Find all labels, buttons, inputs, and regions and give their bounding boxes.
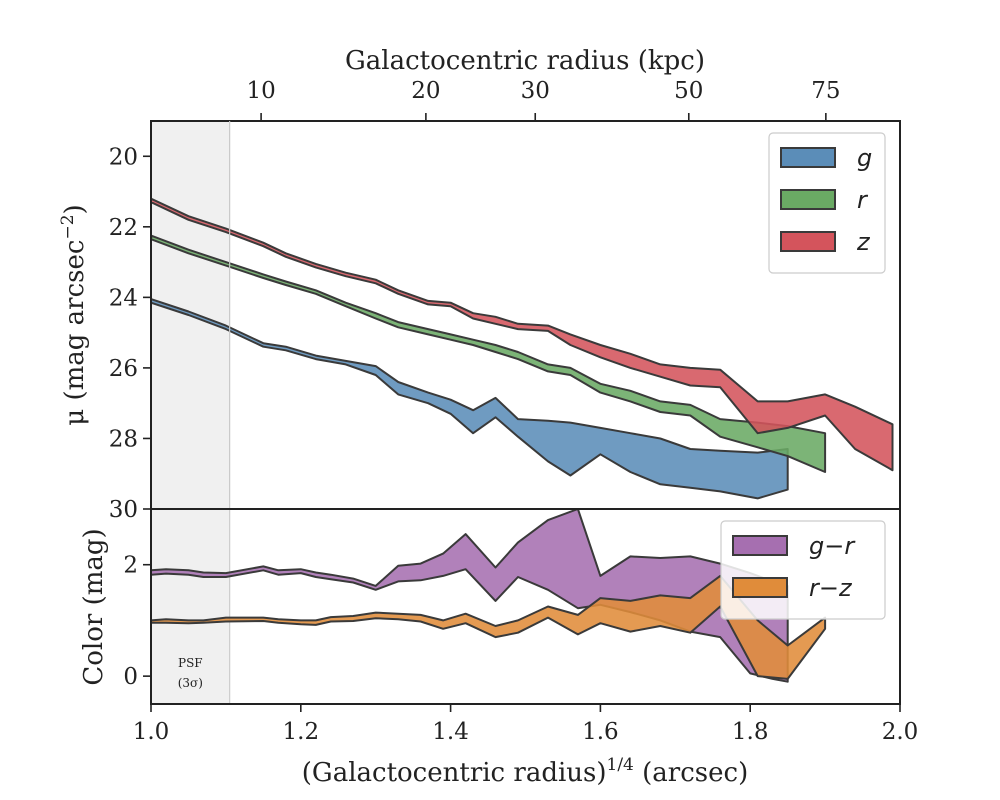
legend-swatch: [780, 189, 836, 210]
bottom-x-tick-label: 1.2: [283, 719, 320, 745]
top-y-tick-label: 20: [109, 144, 138, 170]
bottom-x-axis-label-exponent: 1/4: [607, 755, 634, 775]
legend-swatch: [780, 231, 836, 252]
legend-swatch: [780, 147, 836, 168]
legend-label: r−z: [809, 574, 853, 602]
top-y-tick-label: 28: [109, 426, 138, 452]
top-x-axis-label: Galactocentric radius (kpc): [345, 46, 705, 76]
bottom-x-tick-label: 1.8: [732, 719, 769, 745]
bottom-y-axis-label: Color (mag): [79, 528, 109, 685]
color-panel: 02 1.0 1.2 1.4 1.6 1.8 2.0 g−rr−z: [123, 508, 919, 745]
legend-label: r: [857, 186, 869, 214]
bottom-legend: g−r r−z: [720, 520, 886, 620]
bottom-y-ticks: 02: [123, 553, 151, 690]
legend-swatch: [732, 577, 788, 598]
legend-label: z: [856, 228, 871, 256]
color-areas: [151, 509, 827, 683]
legend-label: g: [857, 144, 872, 172]
top-x-tick-label: 10: [246, 78, 275, 104]
top-y-axis-label-main: μ (mag arcsec: [60, 240, 90, 426]
bottom-x-axis-label-main: (Galactocentric radius): [302, 758, 607, 788]
top-y-axis-label-close: ): [60, 204, 90, 214]
bottom-x-ticks: 1.0 1.2 1.4 1.6 1.8 2.0: [133, 704, 919, 745]
top-y-tick-label: 24: [109, 285, 138, 311]
legend-swatch: [732, 535, 788, 556]
surface-brightness-band-r: [151, 234, 827, 473]
psf-sigma-label: (3σ): [178, 676, 203, 690]
bottom-panel-frame: [150, 508, 901, 705]
surface-brightness-areas: [151, 197, 894, 500]
top-y-axis-label-exponent: −2: [58, 214, 78, 239]
top-x-tick-label: 50: [674, 78, 703, 104]
top-x-tick-label: 75: [811, 78, 840, 104]
bottom-x-tick-label: 1.6: [582, 719, 619, 745]
bottom-x-tick-label: 1.0: [133, 719, 170, 745]
bottom-y-tick-label: 2: [123, 553, 138, 579]
psf-region-bottom: [151, 509, 230, 704]
top-y-tick-label: 22: [109, 215, 138, 241]
bottom-x-tick-label: 2.0: [882, 719, 919, 745]
top-x-tick-label: 30: [521, 78, 550, 104]
bottom-y-tick-label: 0: [123, 664, 138, 690]
bottom-x-tick-label: 1.4: [432, 719, 469, 745]
top-x-tick-label: 20: [411, 78, 440, 104]
legend-label: g−r: [809, 532, 856, 560]
top-y-ticks: 20 22 24 26 28 30: [109, 144, 151, 523]
top-y-tick-label: 26: [109, 356, 138, 382]
bottom-x-axis-label: (Galactocentric radius)1/4 (arcsec): [302, 755, 748, 788]
color-band-rz: [151, 574, 827, 680]
bottom-x-axis-label-unit: (arcsec): [634, 758, 748, 788]
psf-label: PSF: [178, 656, 203, 670]
top-y-tick-label: 30: [109, 497, 138, 523]
color-band-gr: [151, 509, 789, 683]
top-legend: grz: [768, 132, 886, 274]
surface-brightness-panel: 20 22 24 26 28 30 10 20 30 50 75 grz: [109, 78, 901, 523]
surface-brightness-band-z: [151, 197, 894, 472]
top-y-axis-label: μ (mag arcsec−2): [58, 204, 90, 425]
top-secondary-x-ticks: 10 20 30 50 75: [246, 78, 840, 121]
surface-brightness-band-g: [151, 298, 789, 500]
